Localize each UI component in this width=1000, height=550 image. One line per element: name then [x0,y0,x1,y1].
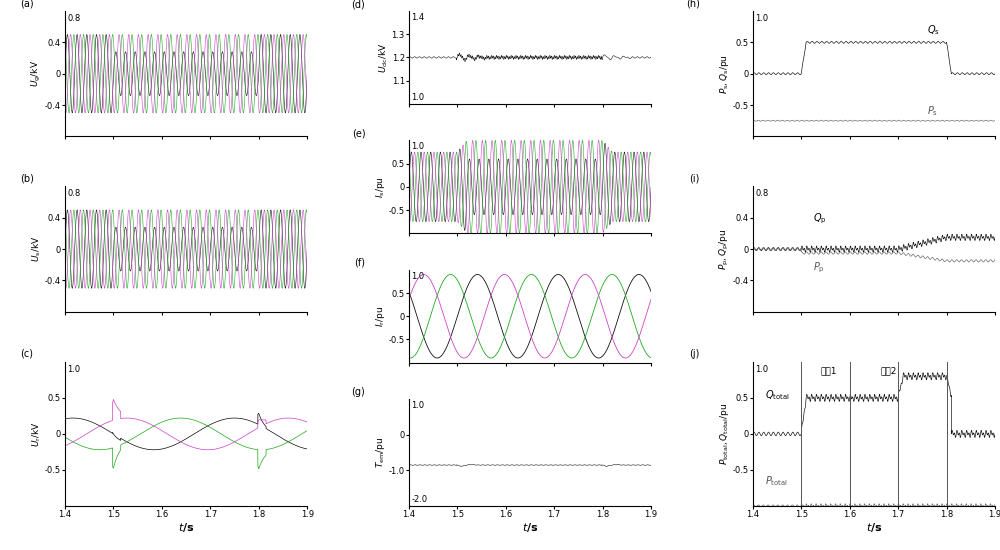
Text: $Q_{\rm total}$: $Q_{\rm total}$ [765,388,790,402]
Text: 1.0: 1.0 [755,14,768,23]
Y-axis label: $U_{\rm g}$/kV: $U_{\rm g}$/kV [30,60,43,87]
Text: $P_{\rm p}$: $P_{\rm p}$ [813,261,825,275]
Y-axis label: $U_{\rm s}$/kV: $U_{\rm s}$/kV [31,236,43,262]
Y-axis label: $I_{\rm s}$/pu: $I_{\rm s}$/pu [374,176,387,198]
Text: $Q_{\rm s}$: $Q_{\rm s}$ [927,24,940,37]
Text: 0.8: 0.8 [67,189,81,198]
Text: (j): (j) [689,349,700,359]
Text: -2.0: -2.0 [411,495,427,504]
Text: 目标1: 目标1 [821,366,837,375]
Text: 1.0: 1.0 [411,272,424,280]
Text: $P_{\rm total}$: $P_{\rm total}$ [765,474,788,488]
Text: (d): (d) [352,0,365,9]
X-axis label: $t$/s: $t$/s [866,520,882,534]
Text: (h): (h) [686,0,700,8]
Text: $P_{\rm s}$: $P_{\rm s}$ [927,104,938,118]
Text: 目标2: 目标2 [880,366,897,375]
Text: (e): (e) [352,129,365,139]
Text: 1.0: 1.0 [67,365,81,373]
Y-axis label: $P_{\rm s},Q_{\rm s}$/pu: $P_{\rm s},Q_{\rm s}$/pu [718,54,731,94]
Text: (a): (a) [20,0,34,8]
Text: $Q_{\rm p}$: $Q_{\rm p}$ [813,212,827,226]
Text: (b): (b) [20,174,34,184]
Text: 1.0: 1.0 [411,402,424,410]
Text: (g): (g) [352,387,365,397]
Text: 0.8: 0.8 [67,14,81,23]
Text: (c): (c) [21,349,34,359]
Text: 1.0: 1.0 [411,142,424,151]
X-axis label: $t$/s: $t$/s [522,520,538,534]
Text: (f): (f) [354,258,365,268]
Text: 1.0: 1.0 [755,365,768,373]
Y-axis label: $I_{\rm r}$/pu: $I_{\rm r}$/pu [374,306,387,327]
Y-axis label: $P_{\rm p},Q_{\rm p}$/pu: $P_{\rm p},Q_{\rm p}$/pu [718,228,731,270]
Y-axis label: $U_{\rm r}$/kV: $U_{\rm r}$/kV [31,421,43,447]
Text: 0.8: 0.8 [755,189,768,198]
Y-axis label: $U_{\rm dc}$/kV: $U_{\rm dc}$/kV [378,42,390,73]
Text: (i): (i) [689,174,700,184]
Y-axis label: $T_{\rm em}$/pu: $T_{\rm em}$/pu [374,437,387,468]
Text: 1.0: 1.0 [411,93,424,102]
Y-axis label: $P_{\rm total},Q_{\rm total}$/pu: $P_{\rm total},Q_{\rm total}$/pu [718,403,731,465]
Text: 1.4: 1.4 [411,13,424,22]
X-axis label: $t$/s: $t$/s [178,520,194,534]
